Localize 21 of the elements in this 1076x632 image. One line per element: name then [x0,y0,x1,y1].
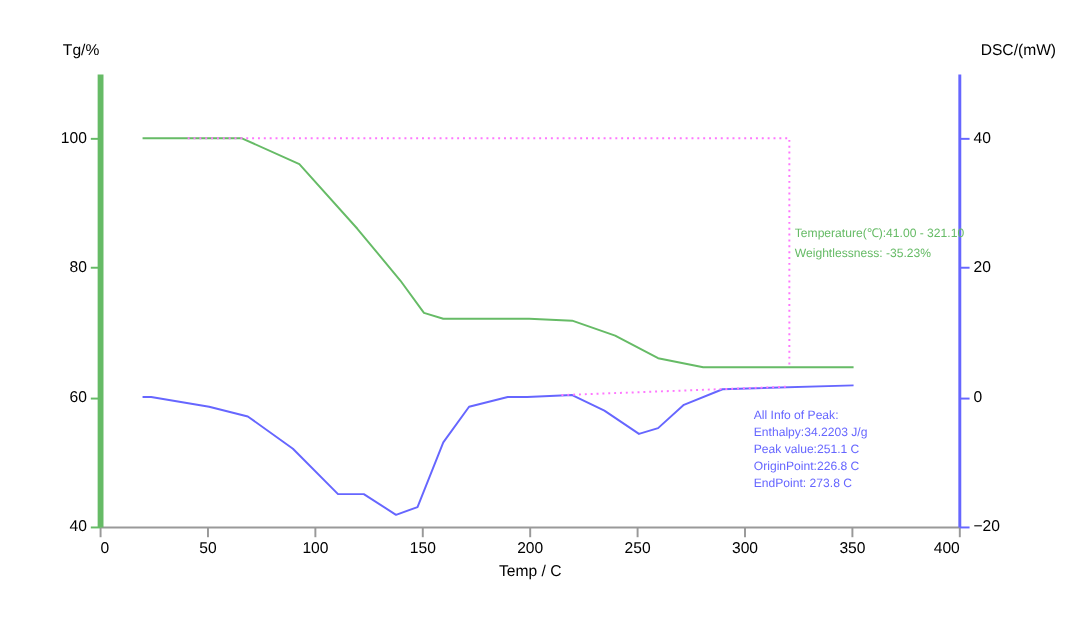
y-axis-title: Tg/% [62,40,100,59]
x-tick-label: 250 [624,538,652,557]
x-tick-label: 200 [517,538,545,557]
x-tick-label: 50 [199,538,218,557]
x-tick-label: 350 [839,538,867,557]
y2-axis-title: DSC/(mW) [980,40,1057,59]
x-tick-label: 150 [409,538,438,557]
y-tick-label: 40 [69,517,89,536]
x-tick-label: 100 [302,538,330,557]
x-tick-label: 0 [100,538,111,557]
x-tick-label: 300 [731,538,760,557]
y2-tick-label: 0 [973,387,984,406]
y2-tick-label: 20 [973,258,993,277]
y2-tick-label: −20 [973,517,1002,536]
y2-tick-label: 40 [973,129,993,148]
x-tick-label: 400 [933,538,962,557]
y-tick-label: 80 [69,258,89,277]
x-axis-title: Temp / C [498,562,563,581]
y-tick-label: 100 [60,129,89,148]
line-series [141,384,855,516]
y-tick-label: 60 [69,387,89,406]
